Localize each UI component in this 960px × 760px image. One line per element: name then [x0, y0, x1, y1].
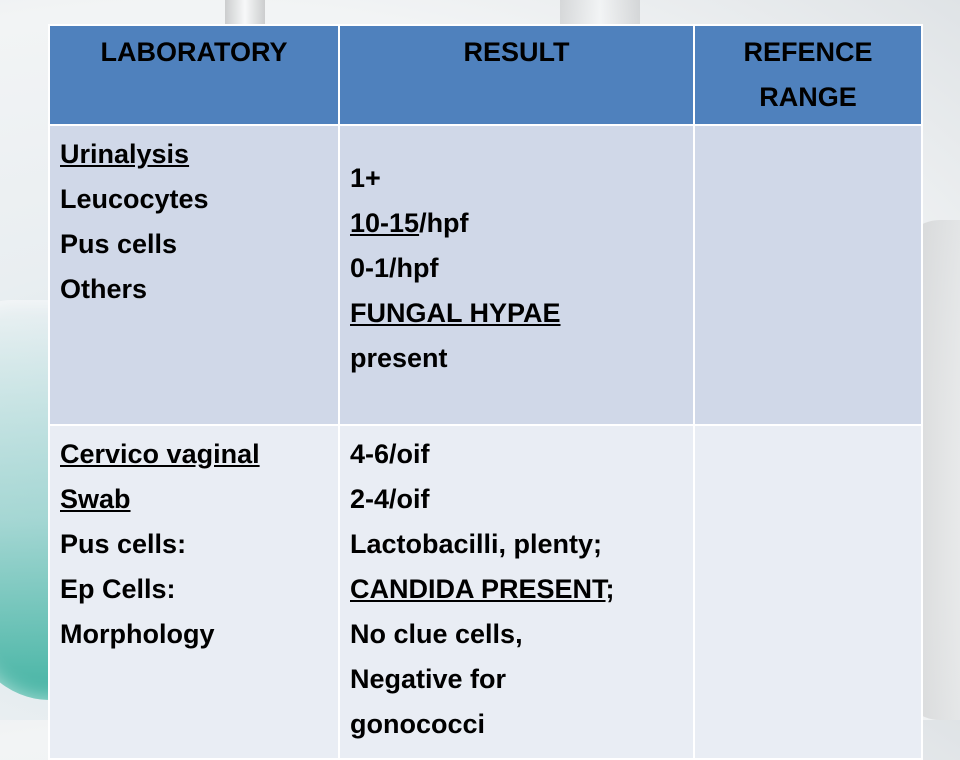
table-row: Urinalysis Leucocytes Pus cells Others 1… — [48, 124, 923, 426]
test-item: Others — [60, 274, 148, 304]
header-reference-line-1: REFENCE — [743, 37, 873, 67]
result-value-highlight: CANDIDA PRESENT — [350, 574, 606, 604]
result-value: 0-1/hpf — [350, 253, 439, 283]
table-header-row: LABORATORY RESULT REFENCE RANGE — [48, 24, 923, 126]
header-result: RESULT — [338, 24, 695, 126]
result-value: Lactobacilli, plenty; — [350, 529, 603, 559]
result-value: No clue cells, — [350, 619, 523, 649]
result-value: 4-6/oif — [350, 439, 430, 469]
test-item: Pus cells: — [60, 529, 187, 559]
laboratory-cell: Urinalysis Leucocytes Pus cells Others — [48, 124, 340, 426]
test-item: Pus cells — [60, 229, 178, 259]
result-value: 1+ — [350, 163, 381, 193]
result-cell: 4-6/oif 2-4/oif Lactobacilli, plenty; CA… — [338, 424, 695, 760]
result-value-unit: /hpf — [419, 208, 469, 238]
test-item: Leucocytes — [60, 184, 209, 214]
result-value-number: 10-15 — [350, 208, 420, 238]
result-value: Negative for — [350, 664, 507, 694]
test-name: Swab — [60, 484, 131, 514]
test-name: Urinalysis — [60, 139, 190, 169]
result-value: present — [350, 343, 448, 373]
test-item: Ep Cells: — [60, 574, 176, 604]
test-item: Morphology — [60, 619, 215, 649]
reference-cell — [693, 124, 923, 426]
lab-results-table: LABORATORY RESULT REFENCE RANGE Urinalys… — [48, 24, 923, 760]
test-name: Cervico vaginal — [60, 439, 260, 469]
result-value-punctuation: ; — [605, 574, 615, 604]
result-value: 2-4/oif — [350, 484, 430, 514]
result-value: FUNGAL HYPAE — [350, 298, 561, 328]
result-value: gonococci — [350, 709, 486, 739]
header-reference-line-2: RANGE — [759, 82, 857, 112]
reference-cell — [693, 424, 923, 760]
table-row: Cervico vaginal Swab Pus cells: Ep Cells… — [48, 424, 923, 760]
result-value: 10-15/hpf — [350, 201, 683, 246]
laboratory-cell: Cervico vaginal Swab Pus cells: Ep Cells… — [48, 424, 340, 760]
header-laboratory: LABORATORY — [48, 24, 340, 126]
header-reference-range: REFENCE RANGE — [693, 24, 923, 126]
result-value: CANDIDA PRESENT; — [350, 567, 683, 612]
result-cell: 1+ 10-15/hpf 0-1/hpf FUNGAL HYPAE presen… — [338, 124, 695, 426]
